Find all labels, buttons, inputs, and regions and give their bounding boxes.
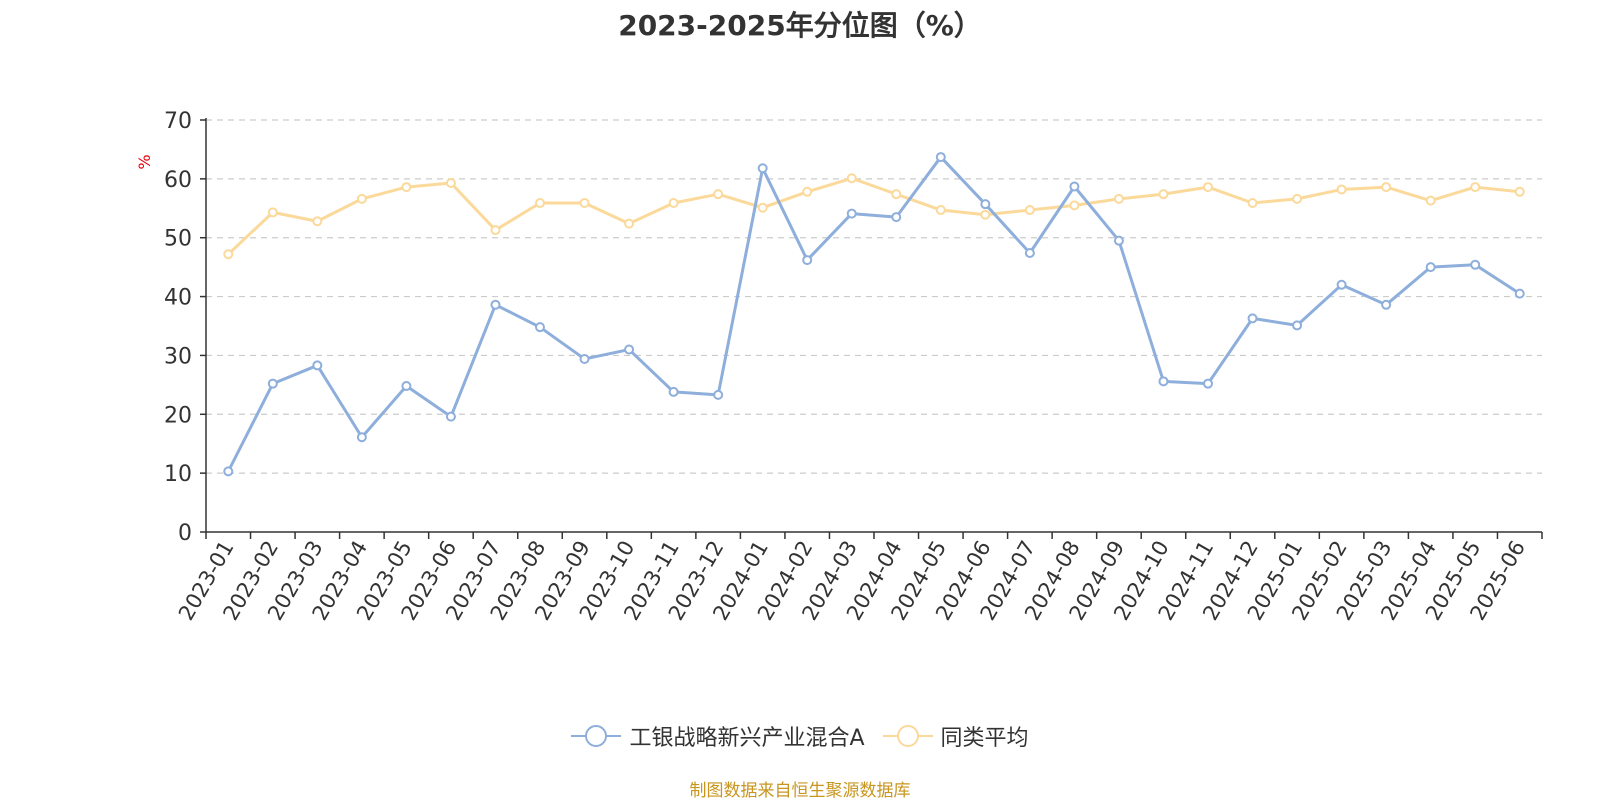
series-2-point — [1425, 195, 1436, 206]
series-2-point — [713, 189, 724, 200]
series-2-point — [846, 173, 857, 184]
series-1-point — [891, 212, 902, 223]
series-2-point — [490, 225, 501, 236]
legend-item-series-1[interactable]: 工银战略新兴产业混合A — [571, 720, 865, 752]
series-1-point — [668, 386, 679, 397]
chart-title: 2023-2025年分位图（%） — [618, 9, 982, 42]
series-2-point — [445, 177, 456, 188]
series-2-point — [1158, 189, 1169, 200]
legend-marker-series-2 — [882, 725, 933, 747]
series-2-point — [1514, 186, 1525, 197]
legend-label-series-2: 同类平均 — [940, 726, 1029, 751]
series-2-point — [579, 197, 590, 208]
series-2-point — [1203, 182, 1213, 193]
series-1-point — [935, 152, 946, 163]
series-1-point — [267, 378, 278, 389]
legend-marker-series-1 — [571, 725, 622, 747]
series-1-point — [1292, 320, 1303, 331]
y-tick-label: 0 — [178, 521, 192, 546]
series-1-point — [713, 389, 724, 400]
series-2-point — [223, 249, 234, 260]
series-1-point — [1113, 235, 1124, 246]
series-1-point — [1514, 288, 1525, 299]
y-tick-label: 50 — [164, 227, 192, 252]
y-tick-label: 40 — [164, 286, 192, 311]
series-2-point — [312, 216, 323, 227]
series-2-point — [1069, 200, 1080, 211]
series-1-point — [445, 411, 456, 422]
series-1-point — [1470, 259, 1481, 270]
series-1-point — [1247, 313, 1258, 324]
series-1-point — [579, 353, 590, 364]
series-1-point — [757, 163, 768, 174]
y-tick-label: 20 — [164, 403, 192, 428]
series-1-point — [490, 299, 501, 310]
series-2-line — [227, 176, 1520, 256]
y-tick-label: 60 — [164, 168, 192, 193]
series-2-point — [1024, 205, 1035, 216]
series-2-point — [757, 202, 768, 213]
series-2-point — [935, 205, 946, 216]
legend-label-series-1: 工银战略新兴产业混合A — [629, 726, 865, 751]
series-1-point — [1381, 299, 1392, 310]
y-tick-label: 70 — [164, 109, 192, 134]
series-2-point — [1292, 193, 1303, 204]
series-1-point — [312, 360, 323, 371]
series-1-point — [535, 322, 545, 333]
series-1-point — [356, 432, 367, 443]
series-2-point — [1113, 193, 1124, 204]
series-2-point — [401, 182, 412, 193]
series-2-point — [267, 207, 278, 218]
series-1-point — [1336, 279, 1347, 290]
y-tick-label: 10 — [164, 462, 192, 487]
series-1-point — [846, 208, 857, 219]
series-1-point — [1203, 378, 1213, 389]
series-2-point — [891, 189, 902, 200]
series-1-point — [401, 381, 412, 392]
series-1-point — [223, 466, 234, 477]
series-2-point — [668, 197, 679, 208]
series-2-point — [1381, 182, 1392, 193]
y-axis-label: % — [135, 154, 154, 169]
series-1-point — [1069, 181, 1080, 192]
series-2-point — [356, 193, 367, 204]
legend-item-series-2[interactable]: 同类平均 — [882, 720, 1029, 752]
series-1-line — [226, 155, 1521, 473]
series-2-point — [1336, 184, 1347, 195]
legend: 工银战略新兴产业混合A 同类平均 — [0, 720, 1600, 752]
series-2-point — [624, 218, 635, 229]
series-2-point — [1247, 197, 1258, 208]
y-tick-label: 30 — [164, 344, 192, 369]
series-1-point — [1158, 376, 1169, 387]
series-1-point — [624, 344, 635, 355]
series-1-point — [980, 199, 991, 210]
source-note: 制图数据来自恒生聚源数据库 — [689, 781, 911, 801]
series-2-point — [980, 209, 991, 220]
series-2-point — [535, 197, 545, 208]
series-1-point — [1024, 248, 1035, 259]
series-1-point — [1425, 262, 1436, 273]
series-2-point — [802, 186, 813, 197]
series-1-point — [802, 255, 813, 266]
series-2-point — [1470, 182, 1481, 193]
